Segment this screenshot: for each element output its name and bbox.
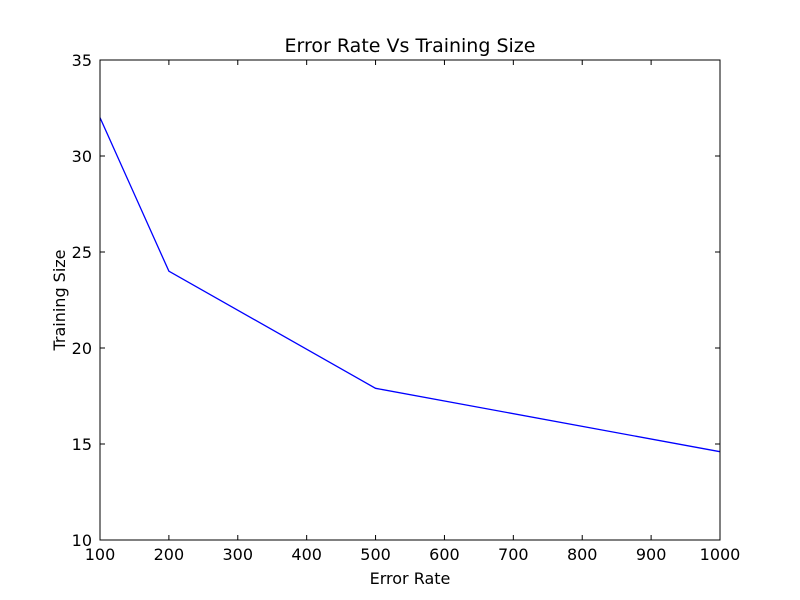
- y-tick-label: 10: [72, 531, 92, 550]
- y-tick-label: 35: [72, 51, 92, 70]
- x-tick-label: 100: [85, 545, 116, 564]
- y-axis-title: Training Size: [50, 249, 69, 351]
- x-tick-label: 800: [567, 545, 598, 564]
- x-tick-label: 900: [636, 545, 667, 564]
- y-tick-label: 25: [72, 243, 92, 262]
- y-tick-label: 15: [72, 435, 92, 454]
- plot-frame: [99, 59, 721, 541]
- series-line: [99, 117, 721, 453]
- x-tick-label: 500: [360, 545, 391, 564]
- x-tick-label: 200: [154, 545, 185, 564]
- y-axis: 10 15 20 25 30 35: [72, 51, 720, 550]
- chart-title: Error Rate Vs Training Size: [285, 35, 536, 57]
- y-tick-label: 30: [72, 147, 92, 166]
- plot-area: [99, 117, 721, 453]
- x-axis: 100 200 300 400 500 600 700 800 900 1000: [85, 60, 741, 564]
- x-tick-label: 600: [429, 545, 460, 564]
- x-axis-title: Error Rate: [370, 569, 451, 588]
- y-tick-label: 20: [72, 339, 92, 358]
- x-tick-label: 1000: [700, 545, 741, 564]
- x-tick-label: 400: [291, 545, 322, 564]
- x-tick-label: 300: [223, 545, 254, 564]
- x-tick-label: 700: [498, 545, 529, 564]
